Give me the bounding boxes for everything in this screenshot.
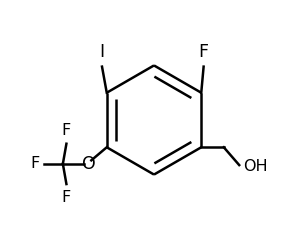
Text: F: F <box>62 190 71 205</box>
Text: OH: OH <box>244 159 268 174</box>
Text: F: F <box>62 123 71 138</box>
Text: O: O <box>82 155 96 173</box>
Text: F: F <box>199 43 209 61</box>
Text: F: F <box>30 156 39 171</box>
Text: I: I <box>99 43 105 61</box>
